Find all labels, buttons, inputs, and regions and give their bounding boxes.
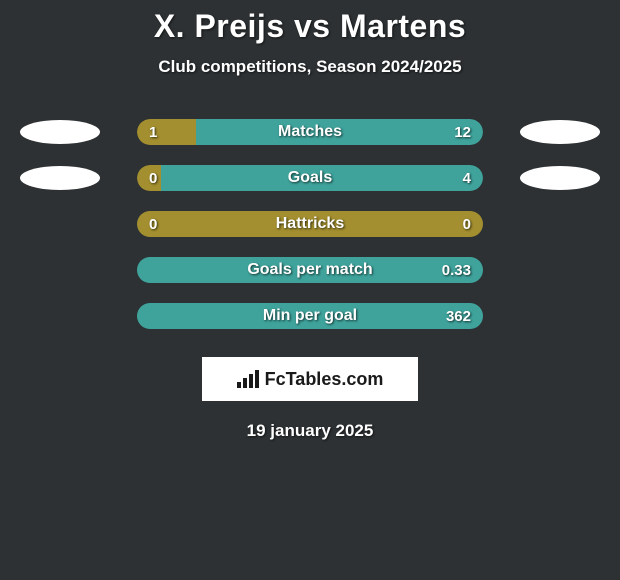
brand-bars-icon	[237, 370, 259, 388]
stat-value-right: 362	[446, 308, 471, 325]
bar-segment-right	[196, 119, 483, 145]
stat-label: Hattricks	[137, 215, 483, 233]
stat-label: Goals per match	[137, 261, 483, 279]
brand-box[interactable]: FcTables.com	[202, 357, 418, 401]
stat-value-right: 4	[463, 170, 471, 187]
date-label: 19 january 2025	[0, 421, 620, 441]
stat-value-right: 0	[463, 216, 471, 233]
stat-row: 04Goals	[0, 165, 620, 191]
stat-value-left: 0	[149, 170, 157, 187]
stat-bar: 04Goals	[137, 165, 483, 191]
subtitle: Club competitions, Season 2024/2025	[0, 57, 620, 77]
team-right-icon	[520, 166, 600, 190]
brand-text: FcTables.com	[265, 369, 384, 390]
stat-bar: 112Matches	[137, 119, 483, 145]
stat-row: 112Matches	[0, 119, 620, 145]
stat-label: Min per goal	[137, 307, 483, 325]
bar-segment-left	[137, 119, 196, 145]
stat-bar: 0.33Goals per match	[137, 257, 483, 283]
stat-value-left: 1	[149, 124, 157, 141]
stat-bar: 0 0Hattricks	[137, 211, 483, 237]
comparison-panel: X. Preijs vs Martens Club competitions, …	[0, 0, 620, 441]
stat-row: 0.33Goals per match	[0, 257, 620, 283]
team-right-icon	[520, 120, 600, 144]
stat-rows: 112Matches04Goals00Hattricks0.33Goals pe…	[0, 119, 620, 329]
bar-segment-right	[161, 165, 483, 191]
stat-value-left: 0	[149, 216, 157, 233]
stat-value-right: 12	[454, 124, 471, 141]
stat-row: 362Min per goal	[0, 303, 620, 329]
stat-value-right: 0.33	[442, 262, 471, 279]
page-title: X. Preijs vs Martens	[0, 8, 620, 45]
stat-row: 0 0Hattricks	[0, 211, 620, 237]
team-left-icon	[20, 120, 100, 144]
team-left-icon	[20, 166, 100, 190]
stat-bar: 362Min per goal	[137, 303, 483, 329]
